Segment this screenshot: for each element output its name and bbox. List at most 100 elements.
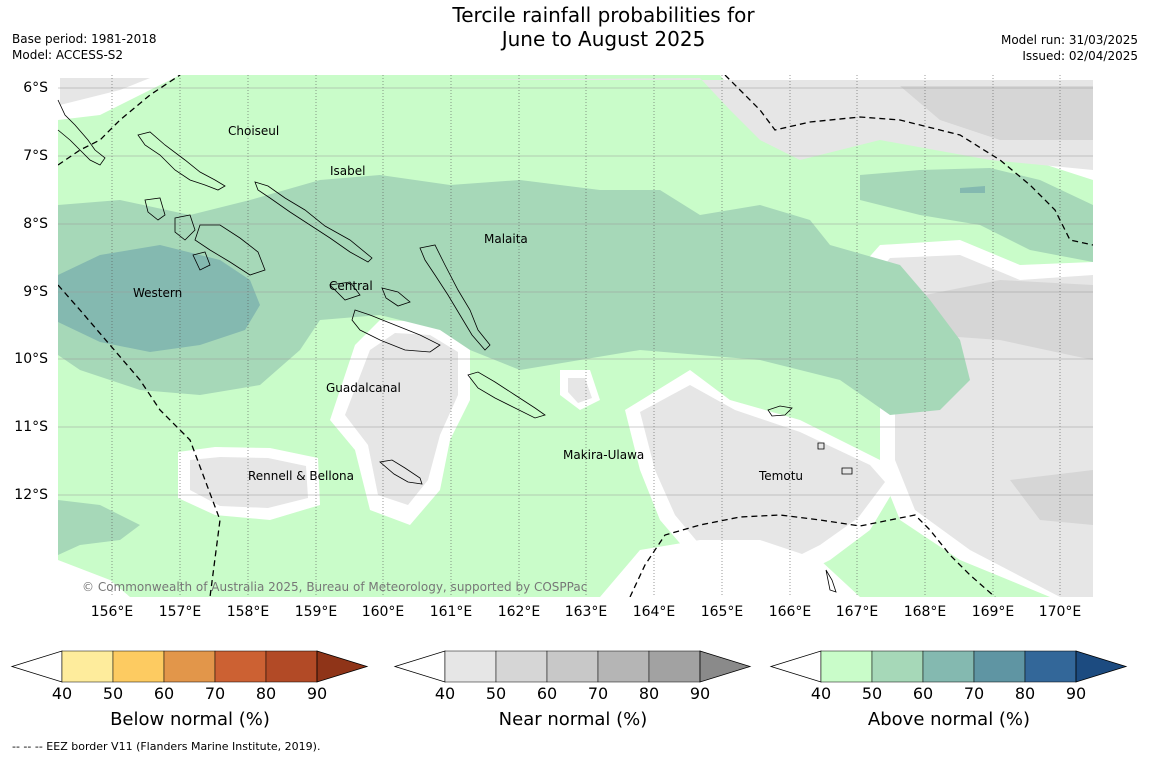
region-label-malaita: Malaita	[484, 232, 528, 246]
above-normal-50-east	[860, 168, 1093, 262]
near-patch-east-dark-2	[1010, 470, 1093, 525]
above-colorbar-tick-90: 90	[1065, 684, 1087, 703]
copyright-notice: © Commonwealth of Australia 2025, Bureau…	[82, 580, 588, 594]
below-colorbar-segment-3	[163, 650, 216, 683]
model-name: Model: ACCESS-S2	[12, 48, 124, 62]
near-patch-north-dark	[900, 86, 1093, 140]
below-colorbar-segment-4	[214, 650, 267, 683]
lon-label-169e: 169°E	[971, 604, 1015, 620]
above-colorbar-tick-60: 60	[912, 684, 934, 703]
below-colorbar-over-arrow	[316, 650, 369, 683]
makira-island	[467, 371, 546, 419]
lon-label-167e: 167°E	[835, 604, 879, 620]
above-colorbar-segment-2	[871, 650, 924, 683]
near-patch-east-dark	[900, 280, 1093, 360]
above-colorbar-tick-50: 50	[861, 684, 883, 703]
lon-label-156e: 156°E	[90, 604, 134, 620]
above-normal-60-east	[960, 186, 985, 193]
lat-label-11s: 11°S	[14, 419, 48, 435]
region-label-isabel: Isabel	[330, 164, 366, 178]
new-georgia-island	[194, 224, 266, 276]
issued-date: Issued: 02/04/2025	[1022, 49, 1138, 63]
region-label-western: Western	[133, 286, 183, 300]
below-colorbar-tick-90: 90	[306, 684, 328, 703]
rennell-island	[379, 459, 423, 485]
lat-label-9s: 9°S	[23, 284, 48, 300]
near-colorbar-tick-50: 50	[485, 684, 507, 703]
kolombangara-island	[174, 214, 196, 241]
near-colorbar-segment-4	[597, 650, 650, 683]
eez-line-west	[58, 284, 221, 597]
vanikoro-island	[841, 467, 853, 475]
lon-label-162e: 162°E	[497, 604, 541, 620]
lon-label-158e: 158°E	[226, 604, 270, 620]
above-colorbar-segment-4	[973, 650, 1026, 683]
colorbar-below	[10, 650, 369, 683]
central-island	[329, 281, 361, 301]
below-colorbar-segment-1	[61, 650, 114, 683]
bougainville-island	[57, 99, 106, 166]
above-normal-50-band	[58, 175, 970, 415]
isabel-island	[254, 181, 373, 263]
above-colorbar-under-arrow	[769, 650, 822, 683]
rendova-island	[192, 251, 211, 271]
below-colorbar-tick-60: 60	[153, 684, 175, 703]
near-colorbar-under-arrow	[393, 650, 446, 683]
eez-line-ne	[724, 75, 1093, 246]
southern-island	[825, 569, 837, 593]
lat-label-8s: 8°S	[23, 216, 48, 232]
near-colorbar-tick-60: 60	[536, 684, 558, 703]
florida-island	[381, 287, 411, 307]
near-patch-sw-fringe	[58, 560, 130, 597]
base-info: Base period: 1981-2018 Model: ACCESS-S2	[12, 31, 157, 63]
near-colorbar-segment-3	[546, 650, 599, 683]
probability-fields	[58, 75, 1093, 597]
lon-label-165e: 165°E	[700, 604, 744, 620]
below-colorbar-tick-50: 50	[102, 684, 124, 703]
above-colorbar-tick-70: 70	[963, 684, 985, 703]
guadalcanal-island	[351, 309, 441, 353]
lon-label-160e: 160°E	[361, 604, 405, 620]
vella-lavella-island	[144, 197, 166, 221]
lon-label-166e: 166°E	[768, 604, 812, 620]
below-colorbar-tick-40: 40	[51, 684, 73, 703]
region-label-central: Central	[329, 279, 373, 293]
model-run: Model run: 31/03/2025	[1000, 33, 1138, 47]
base-period: Base period: 1981-2018	[12, 32, 157, 46]
lat-label-7s: 7°S	[23, 148, 48, 164]
below-colorbar-tick-70: 70	[204, 684, 226, 703]
below-normal-label: Below normal (%)	[110, 709, 270, 730]
region-label-temotu: Temotu	[759, 469, 804, 483]
above-colorbar-segment-1	[820, 650, 873, 683]
map-grid	[58, 75, 1093, 597]
region-label-makira-ulawa: Makira-Ulawa	[563, 448, 645, 462]
lon-label-159e: 159°E	[294, 604, 338, 620]
lon-label-164e: 164°E	[632, 604, 676, 620]
below-colorbar-segment-2	[112, 650, 165, 683]
near-patch-guadalcanal	[345, 333, 458, 505]
region-label-guadalcanal: Guadalcanal	[326, 381, 401, 395]
title-line-2: June to August 2025	[501, 27, 706, 51]
lon-label-163e: 163°E	[564, 604, 608, 620]
region-label-rennell-bellona: Rennell & Bellona	[248, 469, 355, 483]
near-colorbar-tick-70: 70	[587, 684, 609, 703]
map-title: Tercile rainfall probabilities for June …	[0, 3, 1150, 51]
above-colorbar-tick-40: 40	[810, 684, 832, 703]
above-normal-50-sw	[58, 500, 140, 555]
lon-label-170e: 170°E	[1038, 604, 1082, 620]
near-colorbar-tick-40: 40	[434, 684, 456, 703]
near-colorbar-segment-1	[444, 650, 497, 683]
near-colorbar-segment-5	[648, 650, 701, 683]
malaita-island	[419, 244, 491, 351]
lon-label-157e: 157°E	[158, 604, 202, 620]
lat-label-6s: 6°S	[23, 80, 48, 96]
above-colorbar-segment-3	[922, 650, 975, 683]
utupua-island	[817, 442, 825, 450]
title-line-1: Tercile rainfall probabilities for	[452, 3, 755, 27]
run-info: Model run: 31/03/2025 Issued: 02/04/2025	[1001, 32, 1138, 64]
lat-label-10s: 10°S	[14, 351, 48, 367]
colorbar-near	[393, 650, 752, 683]
lat-label-12s: 12°S	[14, 487, 48, 503]
below-colorbar-tick-80: 80	[255, 684, 277, 703]
